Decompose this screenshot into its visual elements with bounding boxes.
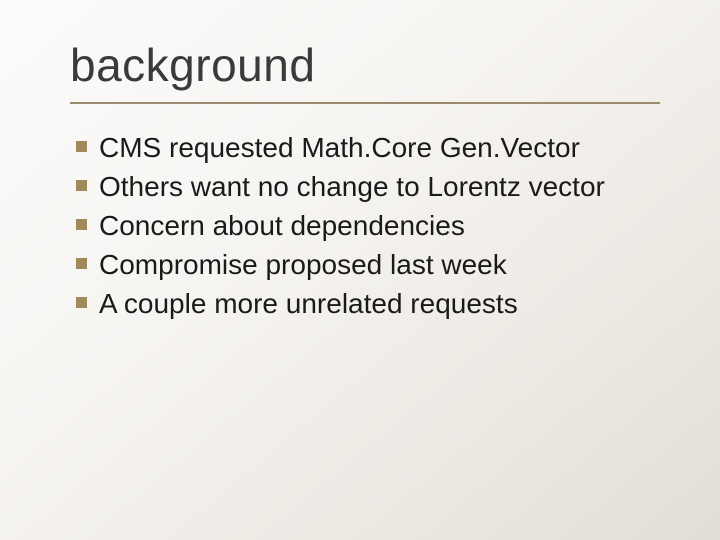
list-item-text: CMS requested Math.Core Gen.Vector (99, 130, 580, 165)
list-item-text: Concern about dependencies (99, 208, 465, 243)
square-bullet-icon (76, 180, 87, 191)
list-item: Compromise proposed last week (76, 247, 660, 282)
square-bullet-icon (76, 297, 87, 308)
list-item: A couple more unrelated requests (76, 286, 660, 321)
list-item: CMS requested Math.Core Gen.Vector (76, 130, 660, 165)
list-item: Others want no change to Lorentz vector (76, 169, 660, 204)
list-item-text: Others want no change to Lorentz vector (99, 169, 605, 204)
bullet-list: CMS requested Math.Core Gen.Vector Other… (70, 130, 660, 321)
square-bullet-icon (76, 219, 87, 230)
slide-title: background (70, 38, 660, 92)
list-item: Concern about dependencies (76, 208, 660, 243)
square-bullet-icon (76, 141, 87, 152)
square-bullet-icon (76, 258, 87, 269)
list-item-text: Compromise proposed last week (99, 247, 507, 282)
list-item-text: A couple more unrelated requests (99, 286, 518, 321)
title-divider (70, 102, 660, 104)
slide: background CMS requested Math.Core Gen.V… (0, 0, 720, 540)
